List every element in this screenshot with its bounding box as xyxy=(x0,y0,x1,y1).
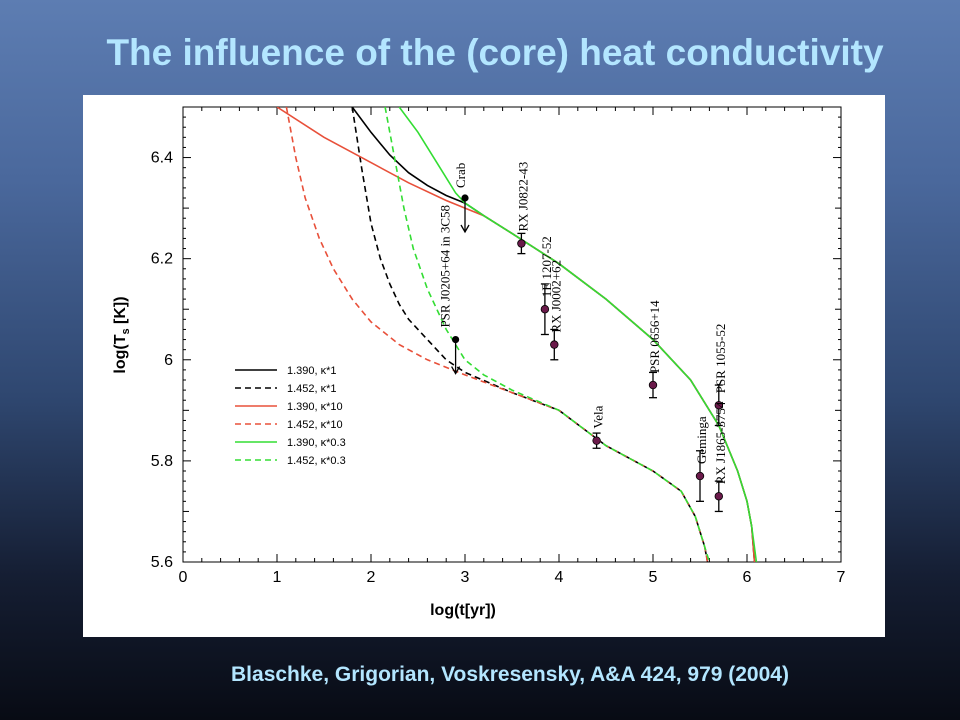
data-point-label: 1E 1207-52 xyxy=(539,236,554,297)
legend-label: 1.452, κ*0.3 xyxy=(287,455,346,467)
data-point-label: PSR J0205+64 in 3C58 xyxy=(438,205,453,328)
data-point-label: RX J0822-43 xyxy=(515,162,530,232)
data-point-label: RX J1865-3754 xyxy=(713,401,728,484)
x-tick-label: 0 xyxy=(179,569,188,586)
y-tick-label: 5.6 xyxy=(151,554,173,571)
x-tick-label: 2 xyxy=(367,569,376,586)
chart-svg: 0 1 2 3 4 5 6 7 5.6 5.8 6 6.2 6.4 Crab PSR J0205+64 i… xyxy=(112,106,846,619)
data-point-label: Geminga xyxy=(694,416,709,464)
data-point-label: Vela xyxy=(591,405,606,428)
data-point xyxy=(461,194,469,202)
series-line-4 xyxy=(285,107,709,562)
y-tick-label: 6.4 xyxy=(151,150,173,167)
y-tick-label: 6 xyxy=(164,352,173,369)
series-line-5 xyxy=(398,107,758,562)
x-tick-label: 7 xyxy=(837,569,846,586)
x-tick-label: 5 xyxy=(649,569,658,586)
y-axis-label: log(Ts [K]) xyxy=(112,296,132,373)
data-point-label: PSR 0656+14 xyxy=(647,300,662,373)
legend-label: 1.452, κ*10 xyxy=(287,419,343,431)
data-point xyxy=(550,340,559,349)
svg-text:log(Ts [K]): log(Ts [K]) xyxy=(112,296,132,373)
slide-title: The influence of the (core) heat conduct… xyxy=(106,32,884,73)
data-point xyxy=(451,335,460,344)
data-point xyxy=(592,436,601,445)
citation: Blaschke, Grigorian, Voskresensky, A&A 4… xyxy=(231,663,789,686)
series-line-1 xyxy=(351,107,756,562)
y-tick-label: 5.8 xyxy=(151,453,173,470)
plot-area-frame xyxy=(182,106,842,563)
x-tick-label: 6 xyxy=(743,569,752,586)
data-point-label: RX J0002+62 xyxy=(548,260,563,333)
x-tick-label: 1 xyxy=(273,569,282,586)
data-point xyxy=(540,305,550,314)
legend-label: 1.390, κ*0.3 xyxy=(287,437,346,449)
data-point xyxy=(695,471,705,481)
x-axis-label: log(t[yr]) xyxy=(430,602,496,619)
data-point xyxy=(714,401,723,410)
legend-label: 1.390, κ*1 xyxy=(287,365,337,377)
x-tick-label: 3 xyxy=(461,569,470,586)
legend-label: 1.390, κ*10 xyxy=(287,401,343,413)
upper-limit-arrowhead xyxy=(460,224,470,234)
series-line-6 xyxy=(384,107,711,562)
y-tick-label: 6.2 xyxy=(151,251,173,268)
legend-label: 1.452, κ*1 xyxy=(287,383,337,395)
data-point xyxy=(648,380,658,390)
data-point-label: Crab xyxy=(453,163,468,188)
data-point xyxy=(517,239,526,248)
data-point xyxy=(714,492,723,501)
x-tick-label: 4 xyxy=(555,569,564,586)
chart-panel: 0 1 2 3 4 5 6 7 5.6 5.8 6 6.2 6.4 Crab PSR J0205+64 i… xyxy=(83,95,885,637)
data-point-label: PSR 1055-52 xyxy=(713,324,728,394)
upper-limit-arrowhead xyxy=(451,366,461,375)
